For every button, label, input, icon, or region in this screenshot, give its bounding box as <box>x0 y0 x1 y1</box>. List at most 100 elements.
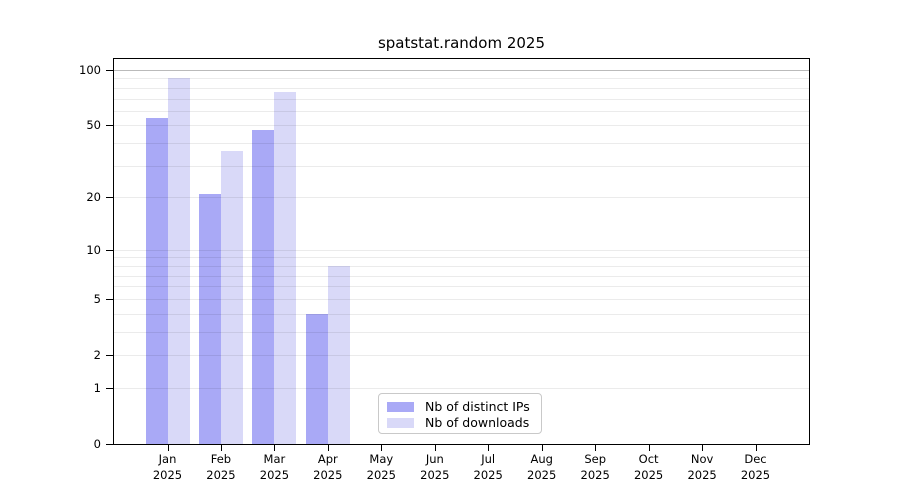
x-tick-label-may: May 2025 <box>353 452 409 483</box>
x-tick-month: Mar <box>263 452 286 466</box>
bar-downloads-feb <box>220 151 243 444</box>
y-tick-label-2: 2 <box>93 348 101 362</box>
x-tick-year: 2025 <box>259 467 290 482</box>
x-tick-nov <box>702 445 704 451</box>
x-tick-label-dec: Dec 2025 <box>728 452 784 483</box>
y-tick-5 <box>106 298 113 300</box>
gridline-40 <box>114 143 809 145</box>
x-tick-label-feb: Feb 2025 <box>193 452 249 483</box>
x-tick-label-sep: Sep 2025 <box>567 452 623 483</box>
legend-item-downloads: Nb of downloads <box>387 415 533 431</box>
y-tick-2 <box>106 355 113 356</box>
x-tick-month: Apr <box>317 452 338 466</box>
x-tick-label-jun: Jun 2025 <box>407 452 463 483</box>
gridline-4 <box>114 313 809 315</box>
legend-item-distinct-ips: Nb of distinct IPs <box>387 399 533 415</box>
y-tick-50 <box>106 125 113 127</box>
y-tick-100 <box>106 70 113 71</box>
x-tick-month: Sep <box>584 452 607 466</box>
gridline-60 <box>114 110 809 112</box>
gridline-90 <box>114 78 809 80</box>
gridline-50 <box>114 125 809 127</box>
x-tick-year: 2025 <box>313 467 343 482</box>
y-tick-label-50: 50 <box>86 118 101 133</box>
x-tick-dec <box>755 445 757 451</box>
x-tick-year: 2025 <box>740 467 771 482</box>
y-tick-20 <box>106 197 113 199</box>
x-tick-month: Feb <box>210 452 232 466</box>
y-tick-label-20: 20 <box>86 190 101 205</box>
bar-distinct-ips-mar <box>252 130 275 444</box>
gridline-10 <box>114 249 809 251</box>
x-tick-month: Jul <box>481 452 496 466</box>
x-tick-year: 2025 <box>527 467 557 482</box>
legend-swatch-downloads <box>387 418 414 428</box>
x-tick-label-oct: Oct 2025 <box>621 452 677 483</box>
bar-downloads-jan <box>167 77 190 444</box>
x-tick-month: Nov <box>690 452 714 466</box>
gridline-20 <box>114 197 809 199</box>
x-tick-aug <box>541 445 543 451</box>
bar-downloads-apr <box>327 265 350 444</box>
plot-area <box>113 58 810 445</box>
x-tick-sep <box>595 445 597 451</box>
legend-label-downloads: Nb of downloads <box>425 415 530 430</box>
y-tick-1 <box>106 387 113 389</box>
bar-downloads-mar <box>274 92 297 444</box>
legend-swatch-distinct-ips <box>387 402 414 412</box>
bar-distinct-ips-feb <box>198 193 221 444</box>
x-tick-label-aug: Aug 2025 <box>514 452 570 483</box>
x-tick-year: 2025 <box>633 467 664 482</box>
x-tick-jan <box>167 445 169 451</box>
x-tick-feb <box>220 445 222 451</box>
gridline-9 <box>114 257 809 259</box>
bar-distinct-ips-apr <box>305 313 328 444</box>
y-tick-0 <box>106 444 113 445</box>
y-tick-10 <box>106 249 113 251</box>
x-tick-label-nov: Nov 2025 <box>674 452 730 483</box>
x-tick-label-mar: Mar 2025 <box>246 452 302 483</box>
gridline-1 <box>114 387 809 389</box>
gridline-100 <box>114 70 809 71</box>
x-tick-month: Aug <box>530 452 553 466</box>
x-tick-label-apr: Apr 2025 <box>300 452 356 483</box>
x-tick-oct <box>648 445 650 451</box>
legend-label-distinct-ips: Nb of distinct IPs <box>425 399 530 414</box>
x-tick-jul <box>488 445 490 451</box>
x-tick-may <box>381 445 383 451</box>
x-tick-apr <box>327 445 329 451</box>
x-tick-jun <box>434 445 436 451</box>
x-tick-mar <box>274 445 276 451</box>
x-tick-year: 2025 <box>366 467 396 482</box>
x-tick-month: Jun <box>425 452 444 466</box>
gridline-70 <box>114 98 809 100</box>
x-tick-year: 2025 <box>687 467 717 482</box>
y-tick-label-0: 0 <box>93 437 101 451</box>
x-tick-month: Jan <box>158 452 177 466</box>
gridline-2 <box>114 355 809 356</box>
gridline-8 <box>114 265 809 267</box>
x-tick-label-jan: Jan 2025 <box>140 452 196 483</box>
gridline-3 <box>114 331 809 333</box>
gridline-5 <box>114 298 809 300</box>
x-tick-year: 2025 <box>420 467 450 482</box>
gridline-80 <box>114 87 809 89</box>
y-tick-label-10: 10 <box>86 242 101 257</box>
x-tick-label-jul: Jul 2025 <box>460 452 516 483</box>
bar-distinct-ips-jan <box>145 117 168 444</box>
x-tick-year: 2025 <box>206 467 236 482</box>
y-tick-label-5: 5 <box>93 291 101 306</box>
legend: Nb of distinct IPs Nb of downloads <box>378 393 542 434</box>
gridline-7 <box>114 275 809 277</box>
x-tick-month: Dec <box>744 452 767 466</box>
chart-title: spatstat.random 2025 <box>377 34 546 52</box>
x-tick-year: 2025 <box>152 467 183 482</box>
x-tick-month: May <box>369 452 394 466</box>
y-tick-label-1: 1 <box>93 380 101 395</box>
x-tick-month: Oct <box>638 452 659 466</box>
y-tick-label-100: 100 <box>79 63 101 77</box>
x-tick-year: 2025 <box>580 467 610 482</box>
gridline-30 <box>114 165 809 167</box>
x-tick-year: 2025 <box>473 467 503 482</box>
